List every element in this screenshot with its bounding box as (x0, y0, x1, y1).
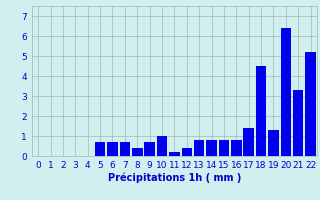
Bar (281, 28, 291, 156)
X-axis label: Précipitations 1h ( mm ): Précipitations 1h ( mm ) (108, 173, 241, 183)
Bar (120, 142, 130, 156)
Bar (305, 52, 316, 156)
Bar (256, 66, 266, 156)
Bar (144, 142, 155, 156)
Bar (181, 148, 192, 156)
Bar (194, 140, 204, 156)
Bar (268, 130, 279, 156)
Bar (219, 140, 229, 156)
Bar (244, 128, 254, 156)
Bar (293, 90, 303, 156)
Bar (206, 140, 217, 156)
Bar (157, 136, 167, 156)
Bar (231, 140, 242, 156)
Bar (132, 148, 142, 156)
Bar (107, 142, 118, 156)
Bar (169, 152, 180, 156)
Bar (95, 142, 105, 156)
